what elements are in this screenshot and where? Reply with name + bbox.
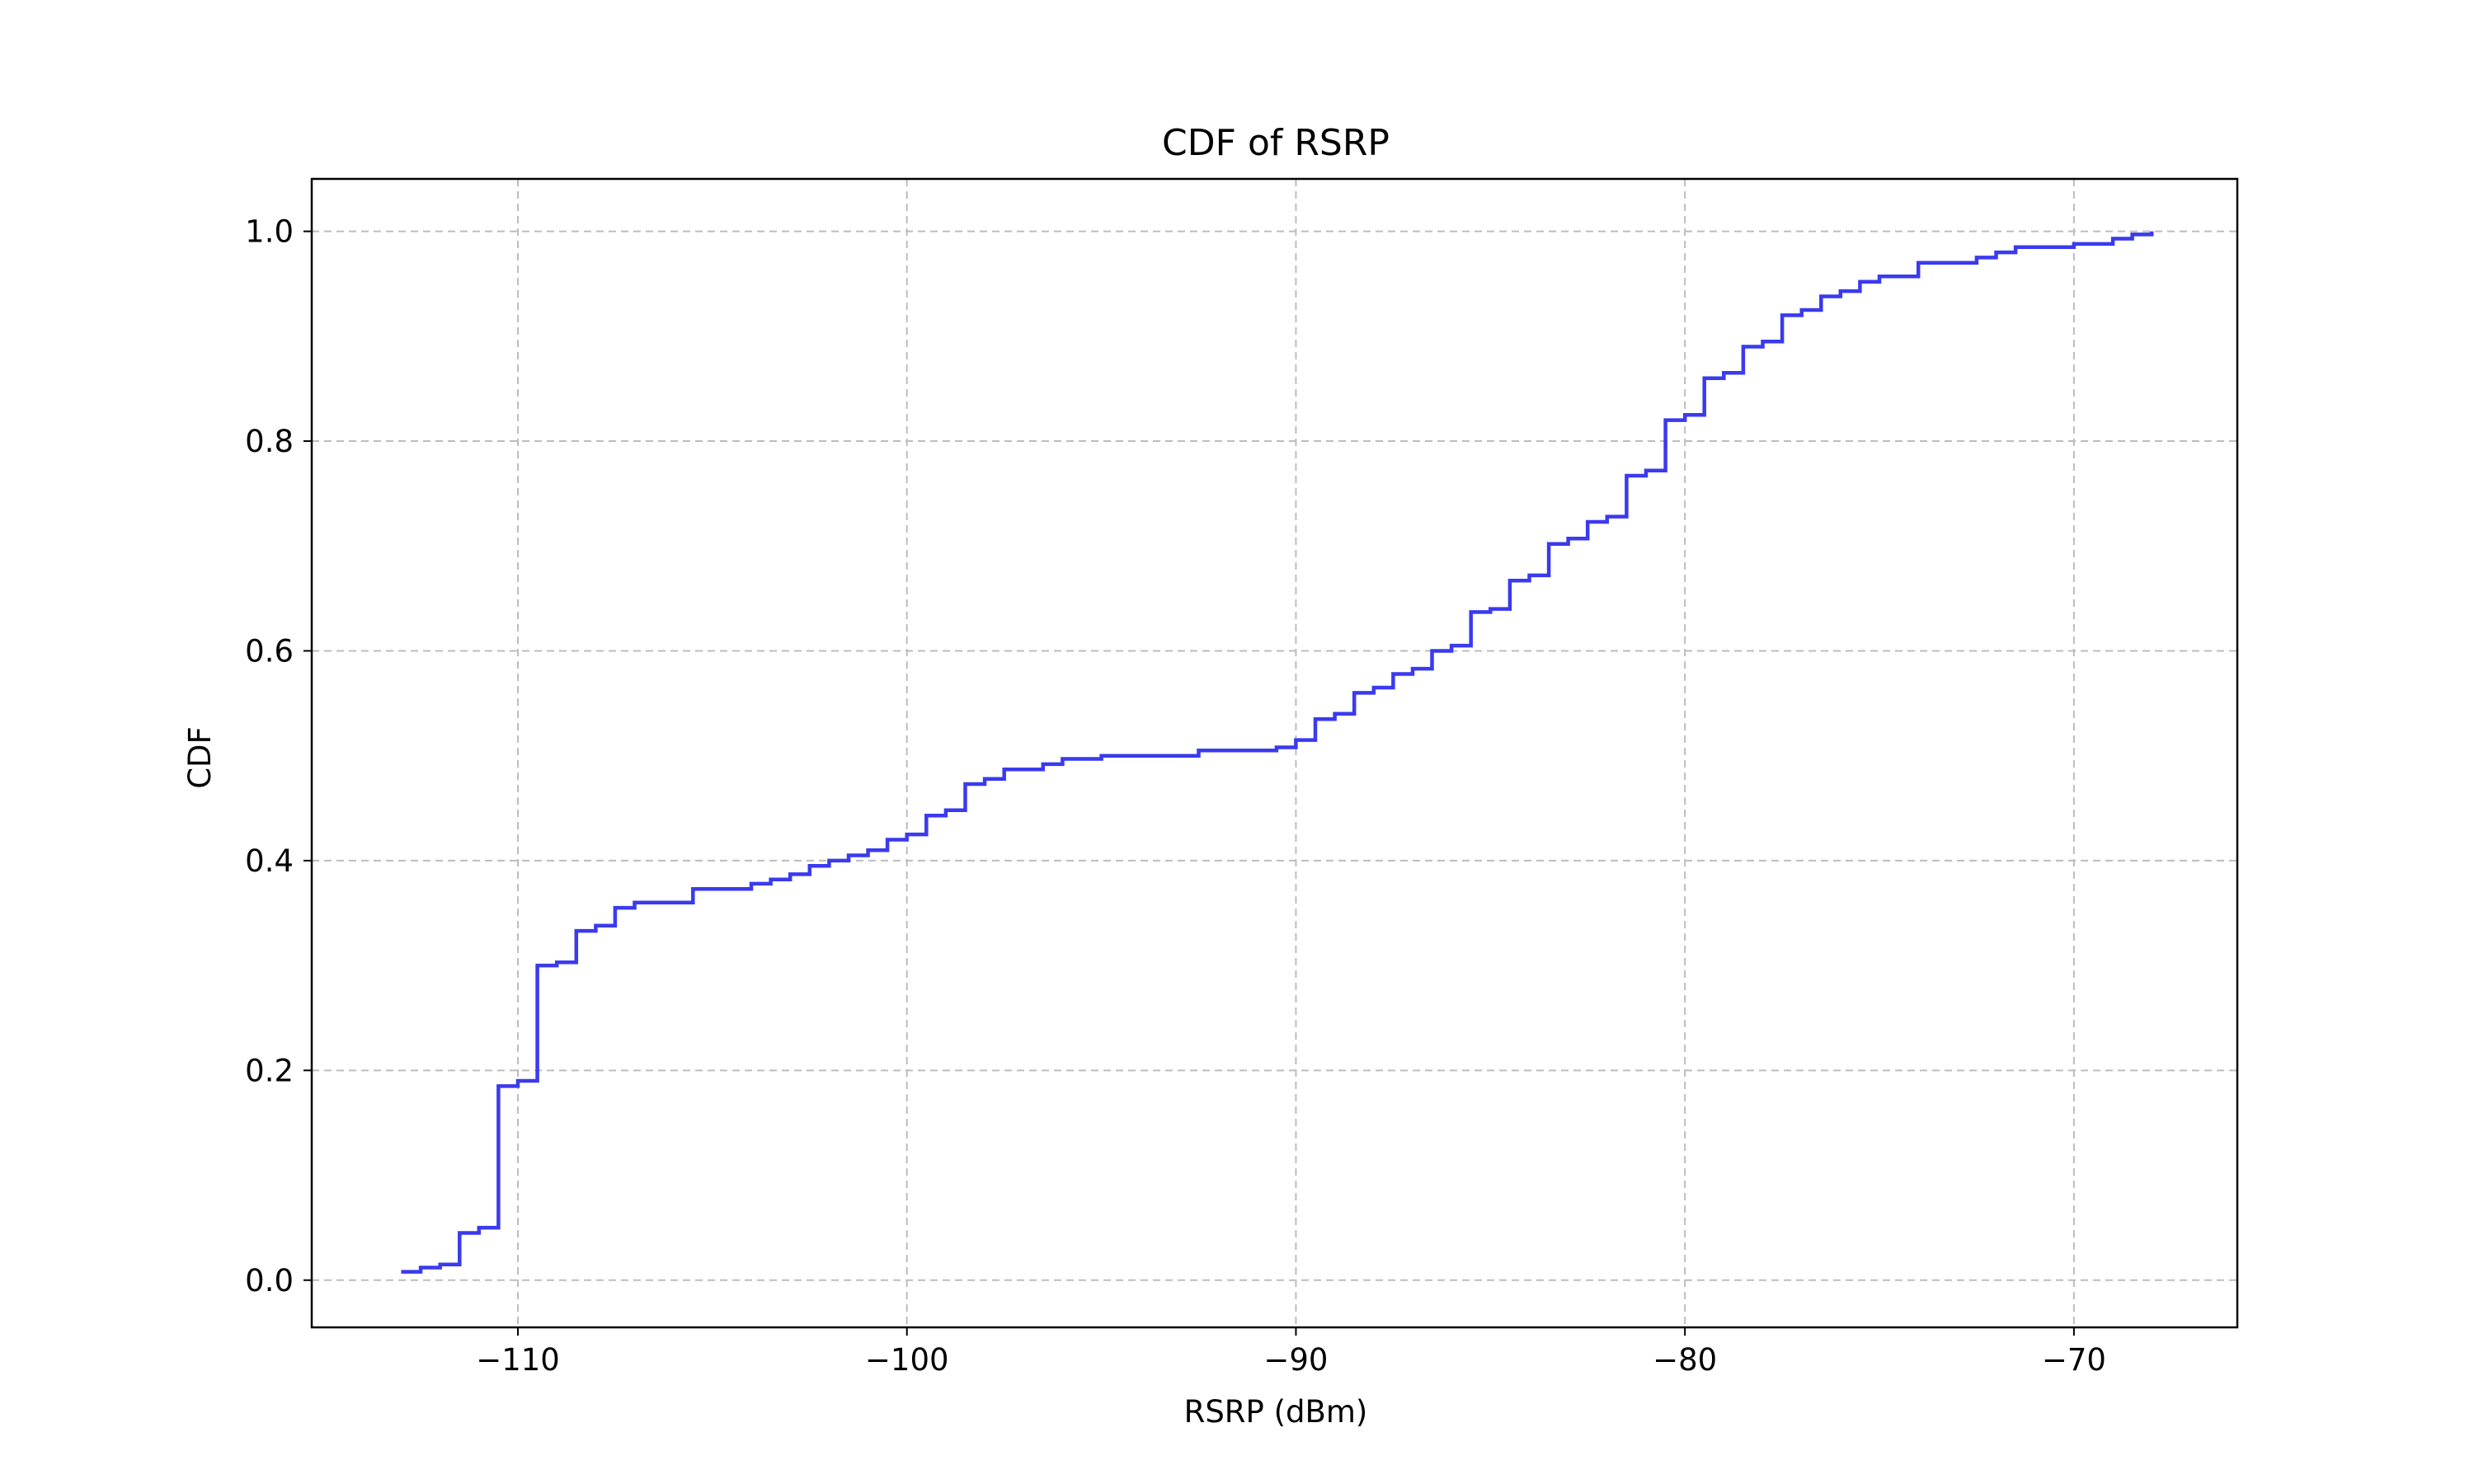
plot-frame xyxy=(310,177,2239,1329)
y-tick-label: 0.2 xyxy=(245,1053,294,1088)
x-tick-label: −100 xyxy=(865,1342,949,1378)
y-tick-label: 0.6 xyxy=(245,633,294,669)
chart-title: CDF of RSRP xyxy=(1162,122,1390,164)
y-tick-label: 1.0 xyxy=(245,214,294,250)
y-axis-label: CDF xyxy=(182,726,218,789)
y-tick-label: 0.4 xyxy=(245,843,294,879)
y-tick-label: 0.0 xyxy=(245,1263,294,1298)
cdf-step-line xyxy=(401,231,2154,1274)
x-tick-label: −110 xyxy=(476,1342,560,1378)
series-layer xyxy=(401,231,2154,1274)
tick-layer: −110 −100 −90 −80 −70 0.0 0.2 0.4 0.6 0.8 1.0 xyxy=(245,214,2106,1378)
x-tick-label: −80 xyxy=(1653,1342,1717,1378)
grid-layer xyxy=(312,179,2237,1327)
x-tick-label: −90 xyxy=(1263,1342,1328,1378)
x-tick-label: −70 xyxy=(2042,1342,2106,1378)
y-tick-label: 0.8 xyxy=(245,424,294,459)
x-axis-label: RSRP (dBm) xyxy=(1184,1394,1368,1430)
